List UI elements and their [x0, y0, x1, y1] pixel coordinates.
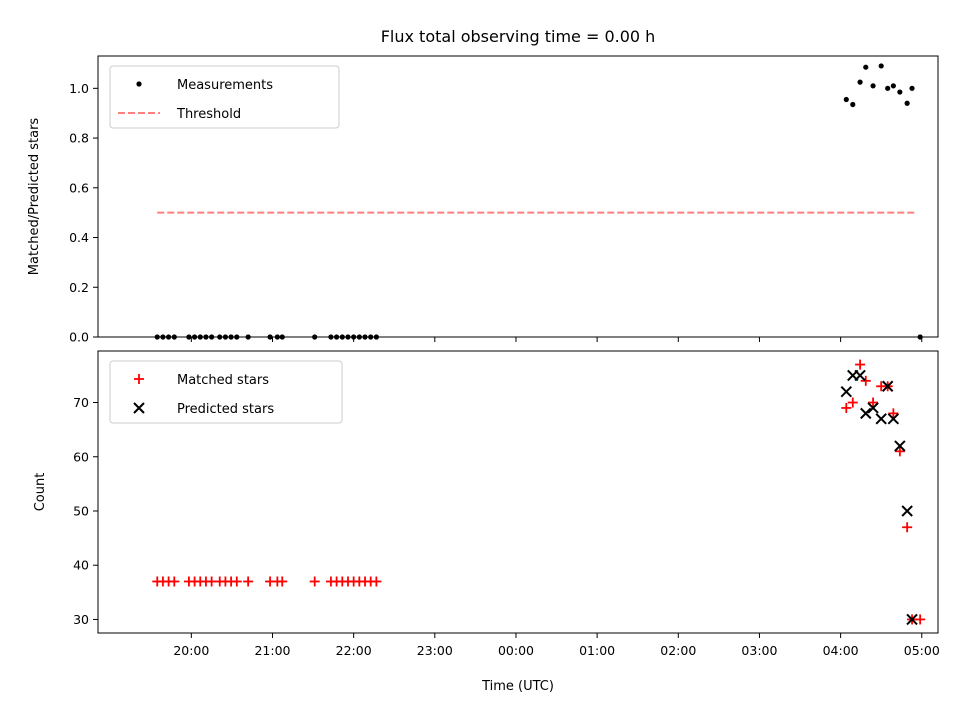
legend-box: [109, 65, 340, 129]
data-point: [901, 505, 913, 517]
x-axis-label: Time (UTC): [481, 679, 554, 694]
axes-frame: [97, 55, 939, 338]
legend-label: Matched stars: [177, 373, 269, 388]
data-point: [231, 576, 242, 587]
data-point: [277, 576, 288, 587]
x-b: [901, 505, 913, 517]
data-point: [243, 576, 254, 587]
data-point: [887, 413, 900, 425]
x-tick-label: 23:00: [417, 643, 453, 658]
data-point: [840, 385, 852, 398]
data-point: [878, 63, 884, 69]
x-tick-label: 03:00: [741, 643, 777, 658]
data-point: [875, 413, 887, 425]
legend-label: Measurements: [177, 78, 273, 93]
legend: Measurements Threshold: [109, 65, 340, 129]
axes-frame: [97, 350, 939, 634]
x-tick-label: 00:00: [498, 643, 534, 658]
data-point: [909, 85, 915, 91]
data-point: [863, 64, 869, 70]
legend-marker-dot: [136, 81, 142, 87]
y-axis-label: Count: [33, 473, 48, 512]
legend-label: Predicted stars: [177, 402, 274, 417]
y-tick-label: 50: [73, 503, 89, 518]
data-point: [890, 83, 896, 89]
data-point: [841, 402, 852, 413]
y-tick-label: 40: [73, 558, 89, 573]
series-predicted-stars: [840, 369, 918, 626]
x-b: [860, 407, 872, 420]
data-point: [897, 89, 903, 95]
y-tick-label: 0.8: [69, 131, 89, 146]
x-tick-label: 05:00: [904, 643, 940, 658]
data-point: [857, 79, 863, 85]
legend-box: [109, 360, 343, 424]
x-tick-label: 02:00: [660, 643, 696, 658]
legend-marker-x-b: [133, 402, 145, 414]
data-point: [870, 83, 876, 89]
legend-label: Threshold: [176, 107, 241, 122]
y-tick-label: 0.2: [69, 280, 89, 295]
data-point: [904, 100, 910, 106]
y-tick-label: 30: [73, 612, 89, 627]
top-panel: 0.0 0.2 0.4 0.6 0.8 1.0 Matched/Predicted star…: [27, 55, 939, 345]
y-tick-label: 0.0: [69, 330, 89, 345]
y-tick-label: 1.0: [69, 81, 89, 96]
data-point: [894, 440, 906, 452]
data-point: [888, 408, 899, 419]
data-point: [850, 101, 856, 108]
x-b: [867, 402, 879, 414]
x-b: [906, 613, 918, 626]
data-point: [902, 522, 913, 533]
y-tick-label: 0.6: [69, 180, 89, 195]
data-point: [847, 397, 858, 408]
x-tick-label: 20:00: [173, 643, 209, 658]
x-tick-label: 22:00: [336, 643, 372, 658]
x-b: [875, 413, 887, 425]
data-point: [843, 96, 849, 103]
data-point: [854, 369, 866, 382]
y-tick-label: 70: [73, 395, 89, 410]
legend: Matched stars Predicted stars: [109, 360, 343, 424]
x-b: [894, 440, 906, 452]
data-point: [169, 576, 180, 587]
data-point: [860, 375, 871, 386]
x-b: [854, 369, 866, 382]
data-point: [885, 85, 891, 91]
x-b: [887, 413, 900, 425]
data-point: [855, 359, 866, 370]
data-point: [860, 407, 872, 420]
data-point: [881, 380, 894, 392]
x-b: [881, 380, 894, 392]
data-point: [371, 576, 382, 587]
figure-title: Flux total observing time = 0.00 h: [381, 27, 656, 46]
data-point: [309, 576, 320, 587]
x-tick-label: 04:00: [823, 643, 859, 658]
x-b: [840, 385, 852, 398]
data-point: [894, 446, 905, 457]
x-tick-label: 01:00: [579, 643, 615, 658]
y-tick-label: 60: [73, 449, 89, 464]
series-measurements: [154, 63, 923, 340]
data-point: [915, 614, 926, 625]
data-point: [906, 613, 918, 626]
y-tick-label: 0.4: [69, 230, 89, 245]
x-tick-label: 21:00: [254, 643, 290, 658]
data-point: [867, 402, 879, 414]
bottom-panel: 20:00 21:00 22:00 23:00 00:00 01:00 02:00 03:00…: [33, 350, 940, 694]
y-axis-label: Matched/Predicted stars: [27, 118, 42, 276]
data-point: [868, 397, 879, 408]
